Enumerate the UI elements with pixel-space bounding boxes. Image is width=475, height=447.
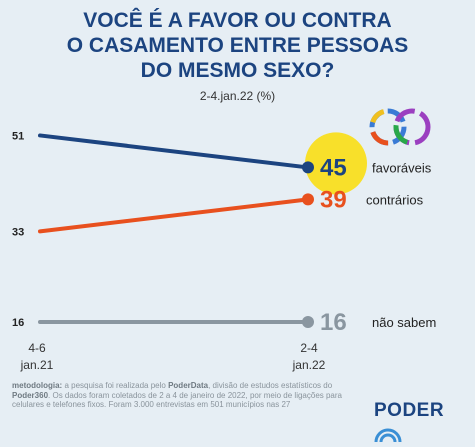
end-value-nao_sabem: 16 [320,309,347,336]
plot-area: 51 45 favoráveis 33 39 contrários 16 16 não sabe… [12,130,436,372]
methodology-poderdata: PoderData [168,381,209,390]
logo-text: PODER [374,400,445,421]
title-line-2: O CASAMENTO ENTRE PESSOAS [66,34,409,57]
chart-title: VOCÊ É A FAVOR OU CONTRA O CASAMENTO ENT… [0,8,475,83]
chart-subtitle: 2-4.jan.22 (%) [199,89,276,103]
x-tick-label-0-1: jan.21 [20,358,54,372]
poder360-logo: PODER [374,400,475,447]
series-name-favoraveis: favoráveis [372,160,432,175]
start-value-favoraveis: 51 [12,130,24,142]
end-point-contrarios [302,193,314,206]
x-tick-label-1-1: jan.22 [292,358,326,372]
methodology-label: metodologia: [12,381,63,390]
end-value-contrarios: 39 [320,186,347,213]
start-value-contrarios: 33 [12,226,24,238]
chart-canvas: 51 45 favoráveis 33 39 contrários 16 16 não sabe… [12,108,436,372]
methodology-text-2: , divisão de estudos estatísticos do [208,381,333,390]
end-point-favoraveis [302,161,314,174]
title-line-3: DO MESMO SEXO? [140,59,335,82]
x-tick-label-0-0: 4-6 [28,341,46,355]
title-line-1: VOCÊ É A FAVOR OU CONTRA [83,9,392,32]
series-line-favoraveis [38,133,310,170]
rings-icon [369,108,431,146]
methodology-text-1: a pesquisa foi realizada pelo [62,381,169,390]
highlight-circle [305,132,367,195]
x-tick-label-1-0: 2-4 [300,341,318,355]
series-name-nao_sabem: não sabem [372,315,436,330]
end-value-favoraveis: 45 [320,154,347,181]
series-name-contrarios: contrários [366,192,424,207]
logo-mark-icon [374,428,402,443]
start-value-nao_sabem: 16 [12,317,24,329]
methodology-note: metodologia: a pesquisa foi realizada pe… [12,381,362,430]
series-line-contrarios [38,197,310,234]
methodology-text-3: . Os dados foram coletados de 2 a 4 de j… [12,390,342,410]
methodology-poder360: Poder360 [12,390,49,400]
end-point-nao_sabem [302,316,314,328]
